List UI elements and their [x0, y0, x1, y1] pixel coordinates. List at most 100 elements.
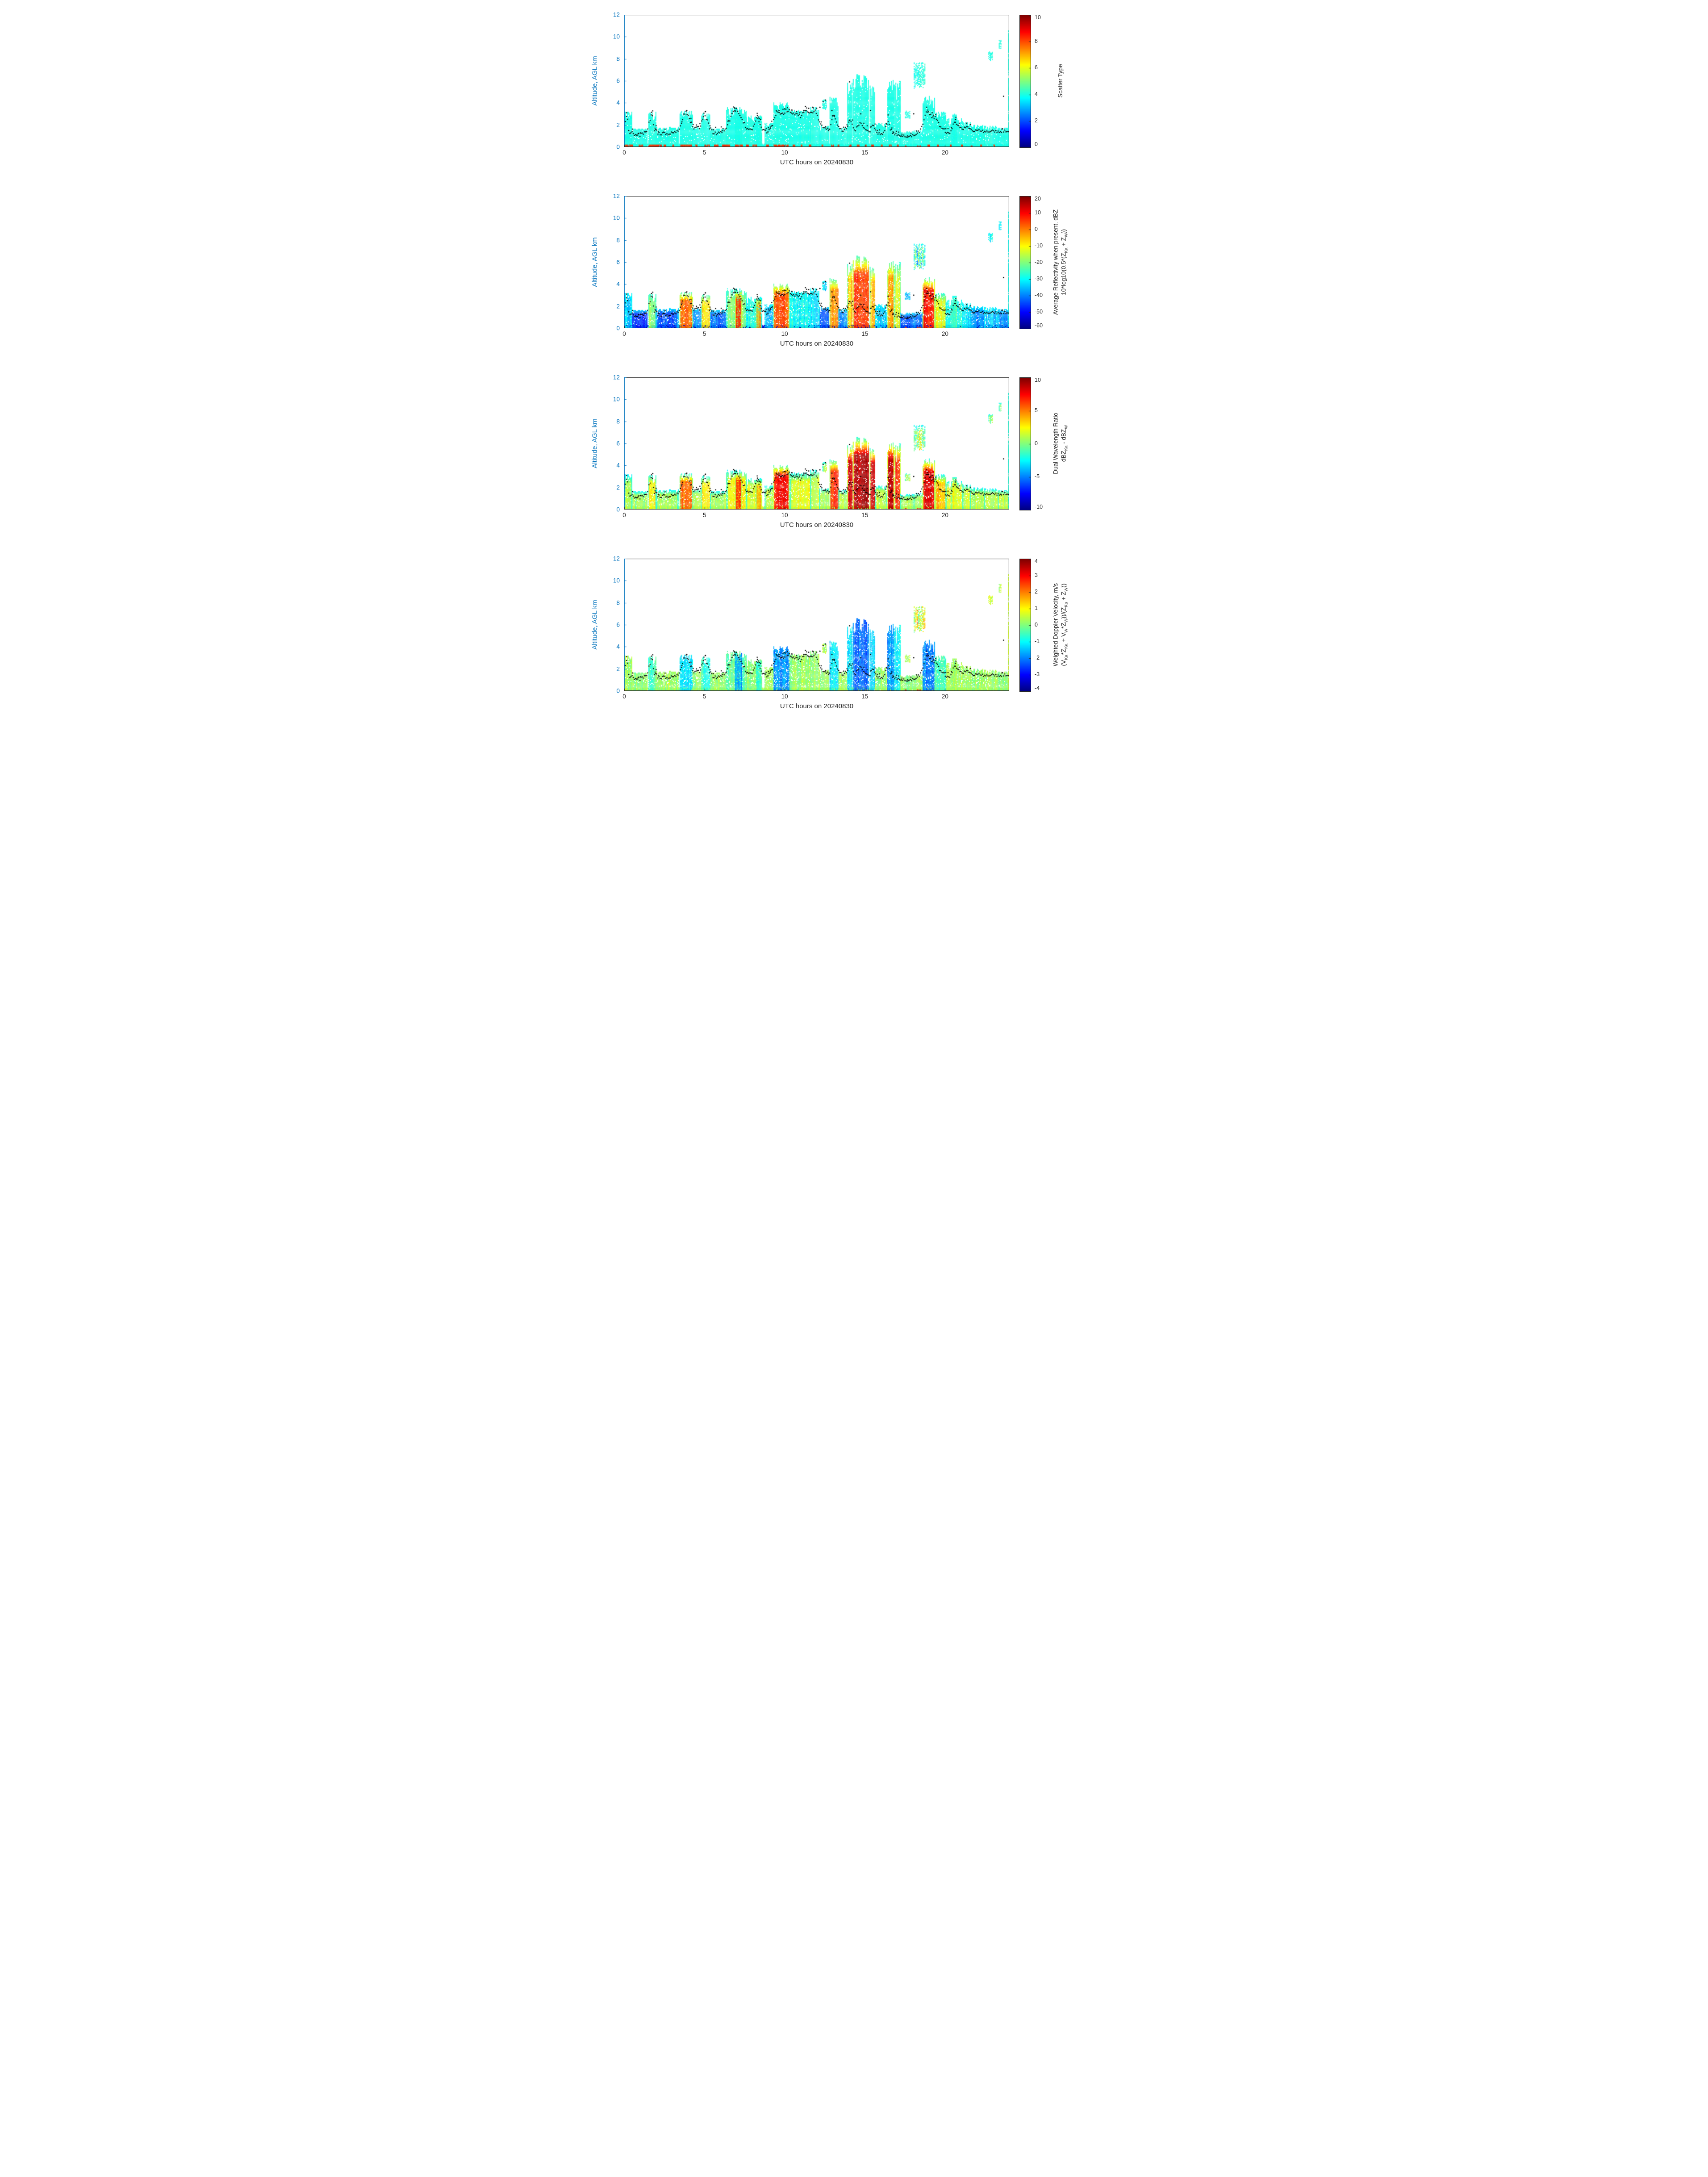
y-tick-label: 6 [616, 440, 620, 447]
x-tick-label: 10 [781, 330, 788, 337]
colorbar-tick-label: -2 [1035, 655, 1040, 661]
x-tick-label: 20 [941, 149, 948, 156]
heatmap-canvas [624, 559, 1009, 691]
colorbar-tick-label: 4 [1035, 91, 1038, 97]
colorbar-tick-label: -3 [1035, 671, 1040, 677]
colorbar-tick-label: 10 [1035, 209, 1041, 216]
colorbar-label-line: Scatter Type [1057, 64, 1064, 98]
y-axis-label: Altitude, AGL km [591, 56, 599, 106]
x-tick-label: 5 [702, 330, 706, 337]
colorbar-label: Weighted Doppler Velocity, m/s (VKa*ZKa +… [1052, 583, 1069, 666]
x-tick-label: 0 [622, 512, 626, 518]
x-tick-label: 10 [781, 149, 788, 156]
y-tick-label: 8 [616, 418, 620, 425]
y-tick-label: 6 [616, 77, 620, 84]
y-tick-label: 4 [616, 643, 620, 650]
colorbar: 10 5 0 -5 -10 Dual Wavelength Ratio dBZKa - d… [1019, 377, 1091, 510]
x-tick-label: 5 [702, 512, 706, 518]
colorbar-tick-label: 8 [1035, 38, 1038, 45]
y-tick-label: 2 [616, 484, 620, 491]
colorbar-tick-label: 2 [1035, 117, 1038, 124]
colorbar-label-line: dBZKa - dBZW [1060, 425, 1069, 462]
y-tick-label: 10 [613, 33, 620, 40]
colorbar-tick-label: -20 [1035, 259, 1043, 265]
y-tick-label: 0 [616, 687, 620, 694]
x-tick-label: 0 [622, 693, 626, 700]
y-tick-label: 10 [613, 396, 620, 403]
y-tick-label: 4 [616, 280, 620, 288]
y-tick-label: 0 [616, 506, 620, 513]
colorbar-gradient [1019, 15, 1031, 148]
colorbar-tick-label: 10 [1035, 14, 1041, 21]
colorbar-tick-label: 0 [1035, 141, 1038, 147]
y-tick-label: 12 [613, 11, 620, 18]
y-tick-label: 2 [616, 121, 620, 129]
y-axis-label: Altitude, AGL km [591, 418, 599, 468]
colorbar-tick-label: 3 [1035, 572, 1038, 578]
colorbar-tick-label: -60 [1035, 322, 1043, 329]
y-tick-label: 12 [613, 555, 620, 562]
colorbar-label: Average Reflectivity when present, dBZ 10… [1052, 209, 1069, 315]
colorbar-gradient [1019, 196, 1031, 329]
x-axis-label: UTC hours on 20240830 [780, 159, 854, 166]
x-tick-label: 0 [622, 330, 626, 337]
x-axis-label: UTC hours on 20240830 [780, 340, 854, 347]
colorbar: 0 2 4 6 8 10 Scatter Type [1019, 14, 1091, 148]
colorbar-tick-label: 20 [1035, 196, 1041, 202]
colorbar-tick-label: -50 [1035, 309, 1043, 315]
colorbar-gradient [1019, 559, 1031, 692]
panel-average-reflectivity: Altitude, AGL km 0 2 4 6 8 10 12 0 5 10 15 20 UTC … [569, 181, 1139, 363]
colorbar: 4 3 2 1 0 -1 -2 -3 -4 Weighted Doppler Velocity,… [1019, 558, 1091, 692]
y-tick-label: 8 [616, 599, 620, 606]
x-tick-label: 20 [941, 512, 948, 518]
colorbar-gradient [1019, 377, 1031, 510]
colorbar-label-line: 10*log10(0.5*(ZKa + ZW)) [1060, 229, 1069, 295]
y-tick-label: 0 [616, 143, 620, 150]
y-tick-label: 0 [616, 325, 620, 332]
colorbar-label-line: Dual Wavelength Ratio [1052, 413, 1059, 474]
panel-scatter-type: Altitude, AGL km 0 2 4 6 8 10 12 0 5 10 15 20 UTC … [569, 0, 1139, 181]
y-tick-label: 8 [616, 55, 620, 63]
colorbar-tick-label: 5 [1035, 407, 1038, 414]
colorbar-tick-label: -1 [1035, 638, 1040, 644]
colorbar-label: Scatter Type [1057, 64, 1065, 98]
colorbar-label-line: Weighted Doppler Velocity, m/s [1052, 583, 1059, 667]
colorbar-tick-label: -10 [1035, 242, 1043, 249]
x-tick-label: 15 [861, 693, 869, 700]
x-tick-label: 15 [861, 330, 869, 337]
colorbar-tick-label: 0 [1035, 622, 1038, 628]
x-axis-label: UTC hours on 20240830 [780, 521, 854, 529]
plot-area: 0 2 4 6 8 10 12 0 5 10 15 20 UTC hours on 20240830 [613, 12, 1009, 166]
x-tick-label: 10 [781, 512, 788, 518]
x-tick-label: 10 [781, 693, 788, 700]
y-tick-label: 10 [613, 577, 620, 584]
x-tick-label: 20 [941, 693, 948, 700]
figure-cloud-radar-quicklook: Altitude, AGL km 0 2 4 6 8 10 12 0 5 10 15 20 UTC … [569, 0, 1139, 726]
colorbar-label-line: (VKa*ZKa + VW*ZW))/(ZKa + ZW)) [1060, 583, 1069, 666]
x-tick-label: 5 [702, 149, 706, 156]
colorbar-tick-label: 2 [1035, 589, 1038, 595]
y-tick-label: 8 [616, 237, 620, 244]
colorbar-tick-label: 6 [1035, 64, 1038, 71]
x-tick-label: 5 [702, 693, 706, 700]
x-tick-label: 15 [861, 149, 869, 156]
colorbar-tick-label: -30 [1035, 276, 1043, 282]
colorbar-tick-label: 0 [1035, 440, 1038, 447]
panel-dual-wavelength-ratio: Altitude, AGL km 0 2 4 6 8 10 12 0 5 10 15 20 UTC … [569, 363, 1139, 544]
y-tick-label: 12 [613, 192, 620, 200]
y-tick-label: 12 [613, 374, 620, 381]
x-tick-label: 20 [941, 330, 948, 337]
colorbar-tick-label: -40 [1035, 292, 1043, 298]
heatmap-canvas [624, 196, 1009, 328]
colorbar-label-line: Average Reflectivity when present, dBZ [1052, 209, 1059, 315]
y-axis-label: Altitude, AGL km [591, 237, 599, 287]
x-tick-label: 0 [622, 149, 626, 156]
y-tick-label: 2 [616, 665, 620, 673]
plot-area: 0 2 4 6 8 10 12 0 5 10 15 20 UTC hours on 20240830 [613, 556, 1009, 710]
colorbar-tick-label: 0 [1035, 226, 1038, 232]
y-tick-label: 6 [616, 621, 620, 628]
y-axis-label: Altitude, AGL km [591, 600, 599, 650]
panel-weighted-doppler-velocity: Altitude, AGL km 0 2 4 6 8 10 12 0 5 10 15 20 UTC … [569, 544, 1139, 725]
plot-area: 0 2 4 6 8 10 12 0 5 10 15 20 UTC hours on 20240830 [613, 374, 1009, 529]
colorbar-tick-label: 4 [1035, 558, 1038, 564]
